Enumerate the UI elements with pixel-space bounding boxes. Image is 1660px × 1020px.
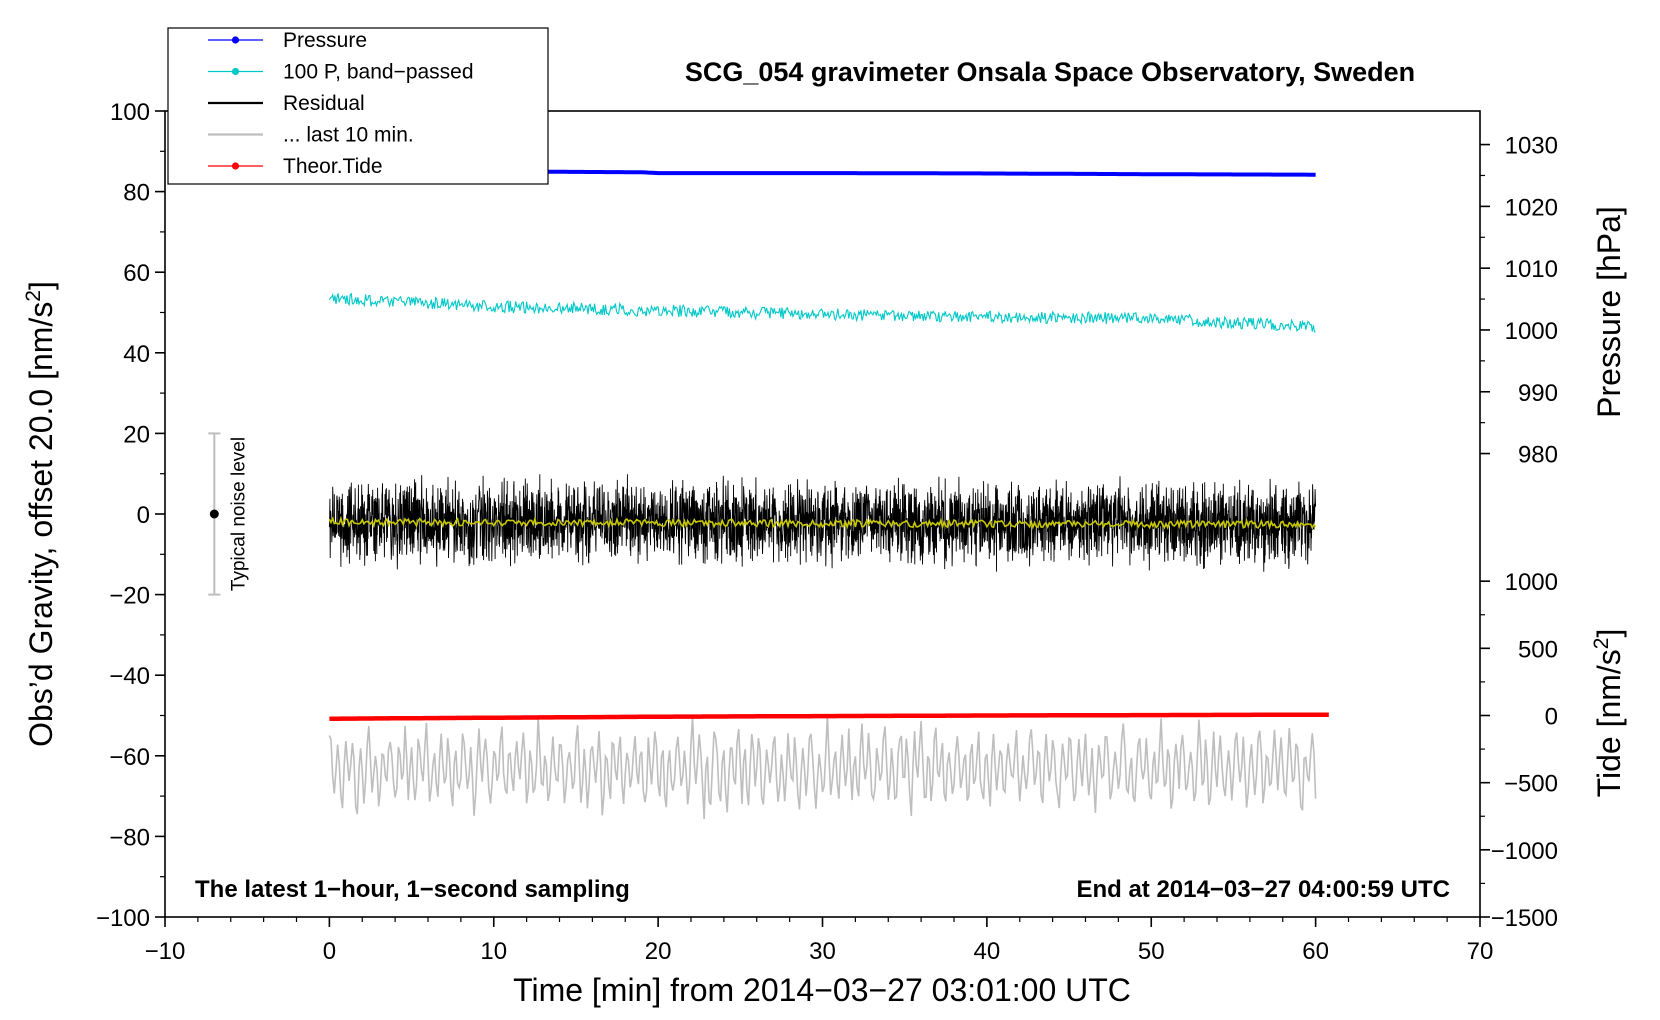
pressure-axis-tick-label: 990 xyxy=(1518,380,1558,407)
x-tick-label: 10 xyxy=(480,938,507,965)
y-axis-title-tide: Tide [nm/s2] xyxy=(1590,629,1627,798)
legend-marker xyxy=(231,67,240,76)
tide-axis-tick-label: −1000 xyxy=(1491,838,1558,865)
legend-label: ... last 10 min. xyxy=(283,124,414,147)
y-tick-label: 20 xyxy=(123,421,150,448)
x-tick-label: −10 xyxy=(145,938,186,965)
legend-label: Pressure xyxy=(283,29,367,52)
y-axis-title-left: Obs’d Gravity, offset 20.0 [nm/s2] xyxy=(22,281,59,747)
y-axis-title-pressure: Pressure [hPa] xyxy=(1591,206,1627,418)
y-tick-label: −40 xyxy=(109,663,150,690)
tide-axis-tick-label: 1000 xyxy=(1505,569,1558,596)
annotation-end-time: End at 2014−03−27 04:00:59 UTC xyxy=(1076,876,1450,903)
tide-axis-tick-label: −500 xyxy=(1504,771,1558,798)
tide-axis-tick-label: 500 xyxy=(1518,636,1558,663)
legend-label: Residual xyxy=(283,92,365,115)
pressure-axis-tick-label: 980 xyxy=(1518,442,1558,469)
legend-label: 100 P, band−passed xyxy=(283,61,474,84)
pressure-axis-tick-label: 1020 xyxy=(1505,194,1558,221)
series-theoretical-tide xyxy=(329,712,1329,721)
y-tick-label: 40 xyxy=(123,341,150,368)
legend-box xyxy=(167,27,549,185)
noise-bar-center xyxy=(209,509,219,519)
chart-title: SCG_054 gravimeter Onsala Space Observat… xyxy=(685,57,1415,87)
x-tick-label: 50 xyxy=(1138,938,1165,965)
x-tick-label: 60 xyxy=(1302,938,1329,965)
noise-bar-label: Typical noise level xyxy=(228,437,249,591)
legend-label: Theor.Tide xyxy=(283,155,383,178)
y-tick-label: 0 xyxy=(137,502,150,529)
y-tick-label: −100 xyxy=(96,905,150,932)
series-last-10-min xyxy=(328,714,1317,820)
series-pressure-bandpassed xyxy=(328,292,1316,333)
x-axis-title: Time [min] from 2014−03−27 03:01:00 UTC xyxy=(513,972,1131,1008)
y-tick-label: 100 xyxy=(110,99,150,126)
x-tick-label: 0 xyxy=(323,938,336,965)
pressure-axis-tick-label: 1030 xyxy=(1505,133,1558,160)
y-tick-label: −80 xyxy=(109,824,150,851)
series-residual-smoothed xyxy=(328,515,1317,531)
legend-marker xyxy=(231,36,240,44)
series-residual xyxy=(328,474,1317,572)
tide-axis-tick-label: 0 xyxy=(1545,704,1558,731)
annotation-sampling: The latest 1−hour, 1−second sampling xyxy=(195,876,630,903)
tide-axis-tick-label: −1500 xyxy=(1491,905,1558,932)
x-tick-label: 30 xyxy=(809,938,836,965)
legend-marker xyxy=(231,162,240,170)
y-tick-label: 60 xyxy=(123,260,150,287)
y-tick-label: 80 xyxy=(123,180,150,207)
y-tick-label: −20 xyxy=(109,583,150,610)
x-tick-label: 20 xyxy=(645,938,672,965)
x-tick-label: 70 xyxy=(1467,938,1494,965)
pressure-axis-tick-label: 1010 xyxy=(1505,256,1558,283)
pressure-axis-tick-label: 1000 xyxy=(1505,318,1558,345)
x-tick-label: 40 xyxy=(974,938,1001,965)
y-tick-label: −60 xyxy=(109,744,150,771)
